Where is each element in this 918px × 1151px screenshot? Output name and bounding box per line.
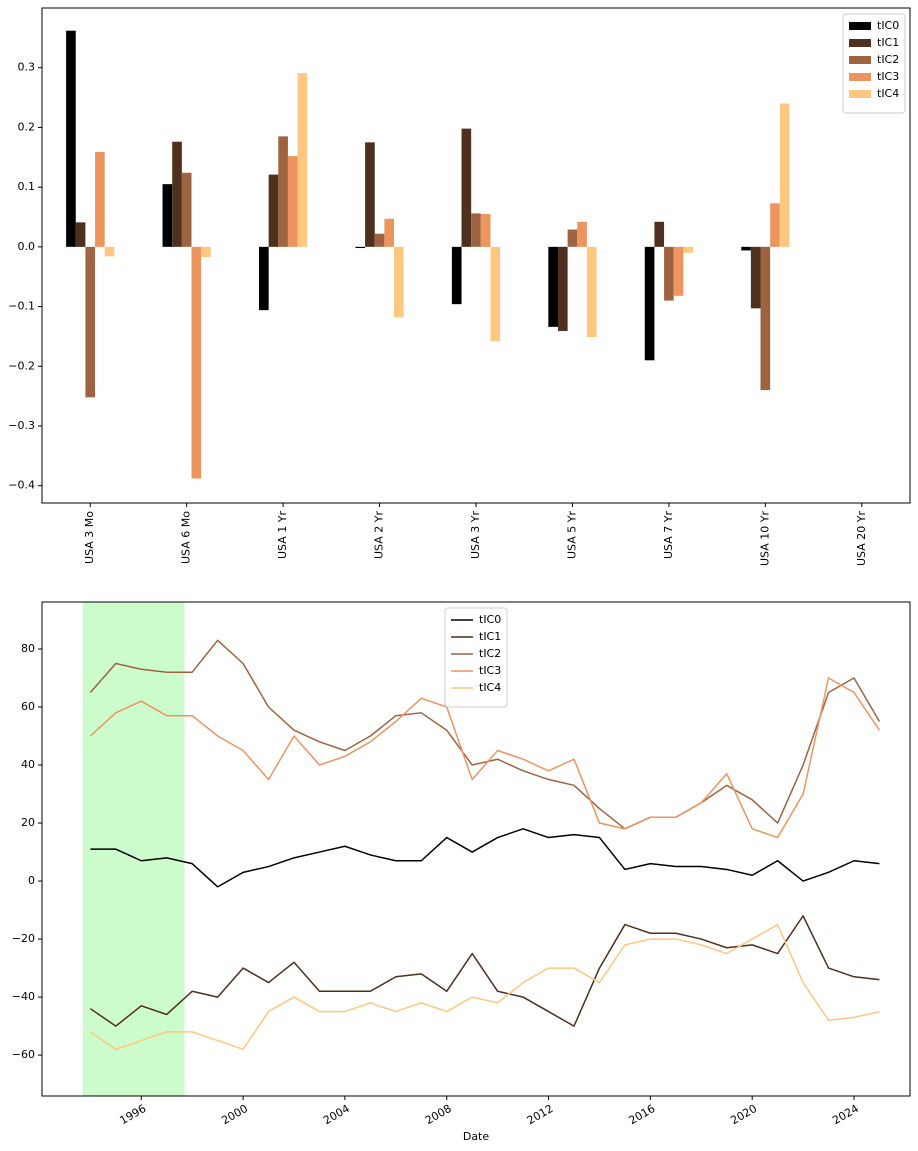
bar (750, 246, 761, 309)
bar (548, 246, 558, 327)
x-tick-label: 2012 (525, 1102, 556, 1127)
y-tick-label: 60 (21, 700, 35, 713)
bar (355, 246, 366, 249)
y-tick-label: 0.2 (18, 120, 36, 133)
x-tick-label: 2000 (219, 1102, 250, 1127)
legend-label: tIC4 (479, 681, 501, 694)
y-tick-label: 40 (21, 758, 35, 771)
bar (557, 246, 568, 332)
series-line (89, 639, 881, 830)
legend-box (842, 13, 906, 114)
bar (490, 246, 501, 342)
x-tick-label: USA 3 Mo (83, 511, 96, 564)
bar (779, 103, 790, 247)
y-tick-label: −0.4 (8, 479, 35, 492)
x-tick-label: 2016 (627, 1102, 658, 1127)
bar (172, 141, 182, 247)
x-axis-label: Date (463, 1130, 490, 1143)
bar (451, 246, 462, 305)
bar (259, 246, 269, 311)
x-tick-label: USA 2 Yr (373, 511, 386, 559)
bar (567, 229, 578, 247)
bar (480, 214, 491, 247)
x-tick-label: USA 10 Yr (758, 511, 771, 566)
bar (654, 221, 665, 247)
legend-label: tIC0 (479, 613, 501, 626)
bar (85, 246, 96, 398)
series-line (90, 828, 880, 888)
bar (394, 246, 404, 318)
y-tick-label: −0.3 (8, 419, 35, 432)
legend-label: tIC3 (479, 664, 501, 677)
bar (162, 184, 173, 247)
legend-label: tIC4 (877, 87, 899, 100)
bar (297, 73, 308, 247)
y-tick-label: 0 (28, 874, 35, 887)
bar (374, 233, 385, 247)
bar (471, 213, 481, 247)
x-tick-label: USA 1 Yr (276, 511, 289, 559)
series-line (89, 923, 880, 1051)
legend-box (444, 607, 508, 708)
y-tick-label: −20 (12, 932, 35, 945)
x-tick-label: 2024 (830, 1102, 861, 1127)
x-tick-label: 2004 (321, 1102, 352, 1127)
bar (770, 203, 780, 247)
legend-swatch (849, 39, 871, 47)
y-tick-label: −40 (12, 990, 35, 1003)
legend-swatch (849, 56, 871, 64)
y-tick-label: 0.3 (18, 61, 36, 74)
bar (586, 246, 597, 338)
bar (95, 151, 105, 247)
y-tick-label: −0.2 (8, 359, 35, 372)
x-tick-label: USA 20 Yr (855, 511, 868, 566)
x-tick-label: 2020 (728, 1102, 759, 1127)
bar (181, 172, 192, 247)
x-tick-label: USA 5 Yr (565, 511, 578, 559)
plot-frame (41, 601, 911, 1097)
legend-label: tIC1 (479, 630, 501, 643)
legend-label: tIC2 (479, 647, 501, 660)
x-tick-label: USA 7 Yr (662, 511, 675, 559)
bar (66, 30, 76, 247)
x-tick-label: 2008 (423, 1102, 454, 1127)
bar (201, 246, 211, 257)
legend-swatch (849, 90, 871, 98)
bar (644, 246, 655, 361)
legend-label: tIC0 (877, 19, 899, 32)
y-tick-label: 20 (21, 816, 35, 829)
series-line (89, 915, 880, 1027)
bar (760, 246, 771, 391)
x-tick-label: USA 6 Mo (180, 511, 193, 564)
y-tick-label: 0.1 (18, 180, 36, 193)
legend-swatch (849, 73, 871, 81)
y-tick-label: 80 (21, 642, 35, 655)
bar (577, 221, 587, 247)
bar (741, 246, 751, 251)
bar (191, 246, 202, 479)
bar (461, 128, 472, 247)
bar (278, 136, 288, 247)
bar (287, 156, 298, 247)
x-tick-label: 1996 (118, 1102, 149, 1127)
bar (683, 246, 693, 253)
x-tick-label: USA 3 Yr (469, 511, 482, 559)
legend-label: tIC1 (877, 36, 899, 49)
bar (384, 218, 395, 247)
bar (104, 246, 115, 257)
series-line (89, 677, 881, 839)
bar (664, 246, 674, 301)
legend-swatch (849, 22, 871, 30)
y-tick-label: 0.0 (18, 240, 36, 253)
plot-frame (41, 7, 911, 504)
y-tick-label: −0.1 (8, 300, 35, 313)
y-tick-label: −60 (12, 1048, 35, 1061)
bar (365, 142, 375, 247)
bar (673, 246, 684, 296)
bar (268, 174, 279, 247)
legend-label: tIC3 (877, 70, 899, 83)
legend-label: tIC2 (877, 53, 899, 66)
bar (75, 222, 86, 247)
